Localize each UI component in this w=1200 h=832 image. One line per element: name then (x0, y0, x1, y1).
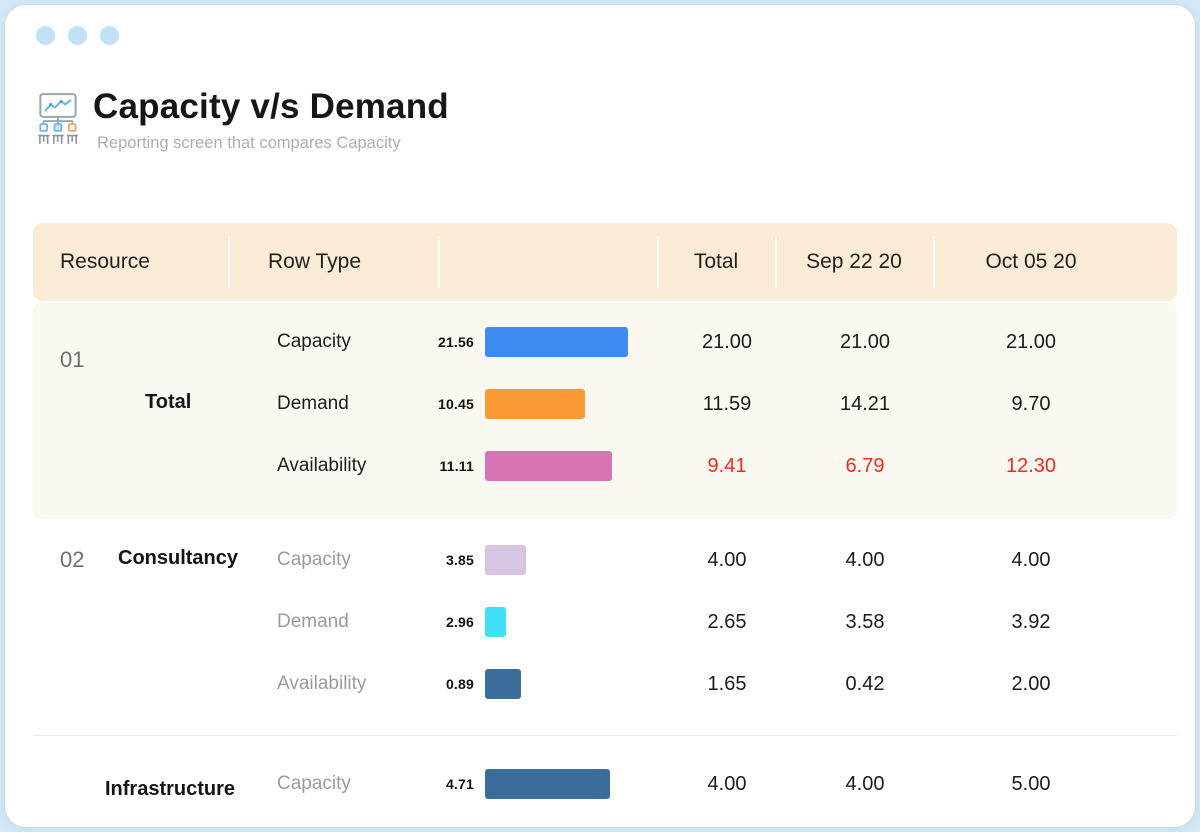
row-type-label: Demand (277, 611, 349, 632)
table-row: Capacity 21.56 21.00 21.00 21.00 (228, 311, 1177, 373)
resource-name: Consultancy (118, 547, 239, 569)
capacity-bar (485, 327, 628, 357)
resource-group-consultancy: 02 Consultancy Capacity 3.85 4.00 4.00 4… (33, 519, 1177, 735)
resource-name: Total (145, 391, 192, 413)
cell-period-1: 21.00 (839, 330, 891, 353)
capacity-bar (485, 769, 610, 799)
cell-period-2: 9.70 (1011, 392, 1051, 415)
bar-cell: 2.96 (438, 607, 657, 637)
resource-name: Infrastructure (105, 778, 236, 800)
cell-total: 1.65 (707, 672, 747, 695)
bar-value-label: 0.89 (445, 676, 474, 692)
table-row: Availability 11.11 9.41 6.79 12.30 (228, 435, 1177, 497)
bar-value-label: 10.45 (437, 396, 474, 412)
cell-period-1: 3.58 (845, 610, 885, 633)
table-row: Capacity 4.71 4.00 4.00 5.00 (228, 742, 1177, 826)
window-control-dot[interactable] (100, 26, 119, 45)
table-header-row: Resource Row Type Total Sep 22 20 Oct 05… (33, 223, 1177, 301)
bar-cell: 3.85 (438, 545, 657, 575)
window-controls (36, 26, 119, 45)
cell-period-2: 3.92 (1011, 610, 1051, 633)
column-header-row-type: Row Type (228, 223, 438, 301)
demand-bar (485, 389, 585, 419)
column-header-bar (438, 223, 657, 301)
cell-total: 11.59 (702, 392, 752, 415)
cell-period-1: 0.42 (845, 672, 885, 695)
table-row: Demand 10.45 11.59 14.21 9.70 (228, 373, 1177, 435)
cell-period-1: 4.00 (845, 772, 885, 795)
bar-value-label: 4.71 (445, 776, 474, 792)
table-row: Capacity 3.85 4.00 4.00 4.00 (228, 529, 1177, 591)
row-type-label: Capacity (277, 331, 351, 352)
window-control-dot[interactable] (68, 26, 87, 45)
cell-total: 2.65 (707, 610, 747, 633)
row-type-label: Capacity (277, 773, 351, 794)
cell-period-1: 4.00 (845, 548, 885, 571)
window-control-dot[interactable] (36, 26, 55, 45)
column-header-sep-22-20: Sep 22 20 (775, 223, 933, 301)
capacity-demand-table: Resource Row Type Total Sep 22 20 Oct 05… (33, 223, 1177, 827)
cell-period-2: 4.00 (1011, 548, 1051, 571)
cell-total: 9.41 (707, 454, 747, 477)
row-type-label: Capacity (277, 549, 351, 570)
resource-index: 01 (60, 347, 85, 372)
column-header-total: Total (657, 223, 775, 301)
page-subtitle: Reporting screen that compares Capacity (97, 134, 401, 152)
demand-bar (485, 607, 506, 637)
cell-period-1: 6.79 (845, 454, 885, 477)
bar-value-label: 2.96 (445, 614, 474, 630)
bar-cell: 4.71 (438, 769, 657, 799)
cell-period-2: 21.00 (1005, 330, 1057, 353)
row-type-label: Availability (277, 673, 367, 694)
cell-period-2: 12.30 (1005, 454, 1057, 477)
page-header: Capacity v/s Demand Reporting screen tha… (33, 87, 449, 153)
presentation-chart-board-icon (33, 91, 83, 149)
cell-period-2: 5.00 (1011, 772, 1051, 795)
bar-cell: 21.56 (438, 327, 657, 357)
resource-group-infrastructure: Infrastructure Capacity 4.71 4.00 4.00 5… (33, 735, 1177, 827)
cell-period-1: 14.21 (839, 392, 891, 415)
table-row: Availability 0.89 1.65 0.42 2.00 (228, 653, 1177, 715)
table-row: Demand 2.96 2.65 3.58 3.92 (228, 591, 1177, 653)
bar-cell: 11.11 (438, 451, 657, 481)
cell-total: 21.00 (701, 330, 753, 353)
cell-period-2: 2.00 (1011, 672, 1051, 695)
bar-value-label: 11.11 (439, 458, 474, 474)
column-header-resource: Resource (60, 250, 150, 273)
resource-index: 02 (60, 547, 85, 572)
availability-bar (485, 451, 612, 481)
resource-group-total: 01 Total Capacity 21.56 21.00 21.00 21.0… (33, 303, 1177, 519)
page-title: Capacity v/s Demand (93, 87, 449, 126)
app-window: Capacity v/s Demand Reporting screen tha… (4, 4, 1196, 828)
bar-cell: 10.45 (438, 389, 657, 419)
row-type-label: Demand (277, 393, 349, 414)
cell-total: 4.00 (707, 548, 747, 571)
column-header-oct-05-20: Oct 05 20 (933, 223, 1177, 301)
availability-bar (485, 669, 521, 699)
capacity-bar (485, 545, 526, 575)
bar-value-label: 21.56 (437, 334, 474, 350)
cell-total: 4.00 (707, 772, 747, 795)
bar-value-label: 3.85 (445, 552, 474, 568)
row-type-label: Availability (277, 455, 367, 476)
bar-cell: 0.89 (438, 669, 657, 699)
